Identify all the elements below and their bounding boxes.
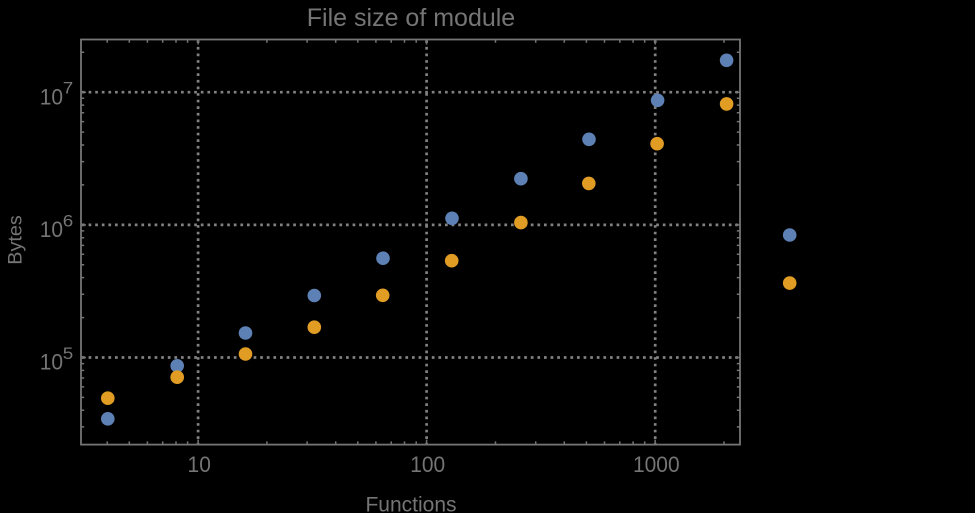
svg-text:10: 10 (40, 350, 63, 375)
svg-text:Bytes: Bytes (5, 215, 27, 265)
svg-text:7: 7 (63, 79, 74, 98)
svg-text:6: 6 (63, 211, 74, 230)
svg-text:Functions: Functions (365, 493, 456, 513)
svg-text:File size of module: File size of module (307, 4, 515, 32)
svg-text:10: 10 (188, 452, 211, 477)
svg-text:10: 10 (40, 84, 63, 109)
svg-text:1000: 1000 (633, 452, 680, 477)
svg-text:10: 10 (40, 217, 63, 242)
svg-text:100: 100 (410, 452, 445, 477)
svg-text:5: 5 (63, 344, 74, 363)
